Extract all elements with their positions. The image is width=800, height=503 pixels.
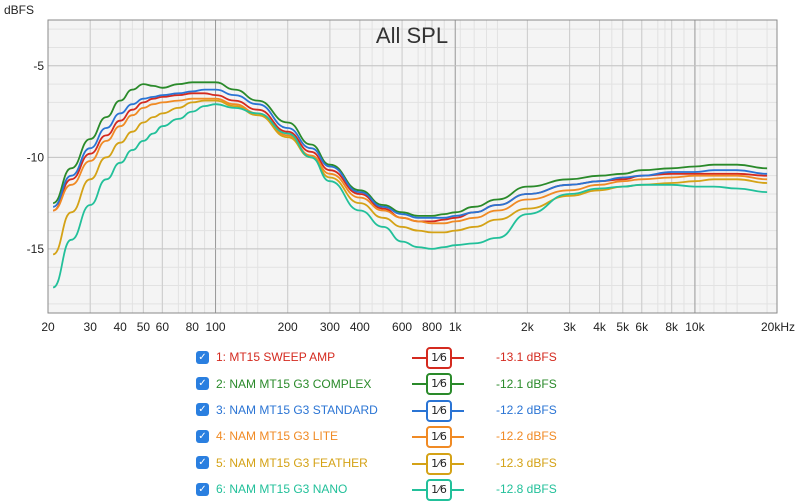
y-tick-label: -10 <box>27 150 45 164</box>
x-tick-label: 10k <box>685 320 705 334</box>
series-level: -12.8 dBFS <box>496 482 557 497</box>
x-tick-label: 1k <box>449 320 463 334</box>
plot-border <box>47 19 778 314</box>
checkbox-icon[interactable]: ✓ <box>196 429 209 443</box>
series-name: 1: MT15 SWEEP AMP <box>216 350 336 365</box>
smoothing-button[interactable]: 1⁄6 <box>426 373 452 396</box>
smoothing-control[interactable]: 1⁄6 <box>412 399 464 422</box>
series-level: -13.1 dBFS <box>496 350 557 365</box>
series-line-3 <box>52 88 768 219</box>
series-level: -12.3 dBFS <box>496 455 557 470</box>
series-level: -12.1 dBFS <box>496 376 557 391</box>
checkbox-icon[interactable]: ✓ <box>196 377 209 391</box>
x-tick-label: 6k <box>635 320 649 334</box>
smoothing-button[interactable]: 1⁄6 <box>426 347 452 369</box>
series-line-1 <box>52 92 768 223</box>
series-name: 6: NAM MT15 G3 NANO <box>216 482 348 497</box>
y-tick-label: -15 <box>27 242 45 256</box>
legend: ✓ 1: MT15 SWEEP AMP 1⁄6 -13.1 dBFS ✓ 2: … <box>196 344 616 502</box>
x-tick-label: 30 <box>84 320 98 334</box>
x-tick-label: 300 <box>320 320 340 334</box>
x-tick-label: 2k <box>521 320 535 334</box>
chart-title: All SPL <box>376 23 448 48</box>
x-tick-label: 50 <box>137 320 151 334</box>
legend-item: ✓ 5: NAM MT15 G3 FEATHER 1⁄6 -12.3 dBFS <box>196 450 616 476</box>
plot-area <box>48 20 777 313</box>
series-name: 5: NAM MT15 G3 FEATHER <box>216 455 368 470</box>
series-name: 2: NAM MT15 G3 COMPLEX <box>216 376 372 391</box>
smoothing-control[interactable]: 1⁄6 <box>412 347 464 369</box>
checkbox-icon[interactable]: ✓ <box>196 482 209 496</box>
series-line-6 <box>52 103 768 289</box>
series-name: 4: NAM MT15 G3 LITE <box>216 429 339 444</box>
smoothing-button[interactable]: 1⁄6 <box>426 399 452 422</box>
series-lines <box>52 81 768 289</box>
y-axis-unit-label: dBFS <box>4 3 34 17</box>
legend-item: ✓ 2: NAM MT15 G3 COMPLEX 1⁄6 -12.1 dBFS <box>196 370 616 396</box>
x-tick-label: 60 <box>156 320 170 334</box>
smoothing-control[interactable]: 1⁄6 <box>412 478 464 501</box>
legend-item: ✓ 1: MT15 SWEEP AMP 1⁄6 -13.1 dBFS <box>196 344 616 370</box>
checkbox-icon[interactable]: ✓ <box>196 456 209 470</box>
y-axis-labels: -5 -10 -15 <box>27 59 45 256</box>
smoothing-control[interactable]: 1⁄6 <box>412 426 464 449</box>
spl-chart: 20 30 40 50 60 80 100 200 300 400 600 800 1k 2k 3k 4k 5k… <box>4 3 795 334</box>
legend-item: ✓ 3: NAM MT15 G3 STANDARD 1⁄6 -12.2 dBFS <box>196 397 616 423</box>
series-name: 3: NAM MT15 G3 STANDARD <box>216 402 378 417</box>
y-tick-label: -5 <box>33 59 44 73</box>
x-tick-label: 400 <box>350 320 370 334</box>
x-tick-label: 800 <box>422 320 442 334</box>
smoothing-control[interactable]: 1⁄6 <box>412 452 464 475</box>
x-tick-label: 20kHz <box>761 320 795 334</box>
smoothing-button[interactable]: 1⁄6 <box>426 452 452 475</box>
series-level: -12.2 dBFS <box>496 429 557 444</box>
x-tick-label: 3k <box>563 320 577 334</box>
smoothing-control[interactable]: 1⁄6 <box>412 373 464 396</box>
x-tick-label: 4k <box>593 320 607 334</box>
x-tick-label: 600 <box>392 320 412 334</box>
x-tick-label: 8k <box>665 320 679 334</box>
checkbox-icon[interactable]: ✓ <box>196 350 209 364</box>
x-tick-label: 5k <box>616 320 630 334</box>
checkbox-icon[interactable]: ✓ <box>196 403 209 417</box>
x-tick-label: 200 <box>278 320 298 334</box>
series-line-4 <box>52 97 768 225</box>
x-tick-label: 80 <box>186 320 200 334</box>
smoothing-button[interactable]: 1⁄6 <box>426 478 452 501</box>
smoothing-button[interactable]: 1⁄6 <box>426 426 452 449</box>
x-tick-label: 40 <box>113 320 127 334</box>
series-level: -12.2 dBFS <box>496 402 557 417</box>
legend-item: ✓ 4: NAM MT15 G3 LITE 1⁄6 -12.2 dBFS <box>196 423 616 449</box>
x-tick-label: 100 <box>206 320 226 334</box>
x-axis-labels: 20 30 40 50 60 80 100 200 300 400 600 800 1k 2k 3k 4k 5k… <box>41 320 795 334</box>
series-line-2 <box>52 81 768 217</box>
legend-item: ✓ 6: NAM MT15 G3 NANO 1⁄6 -12.8 dBFS <box>196 476 616 502</box>
x-tick-label: 20 <box>41 320 55 334</box>
